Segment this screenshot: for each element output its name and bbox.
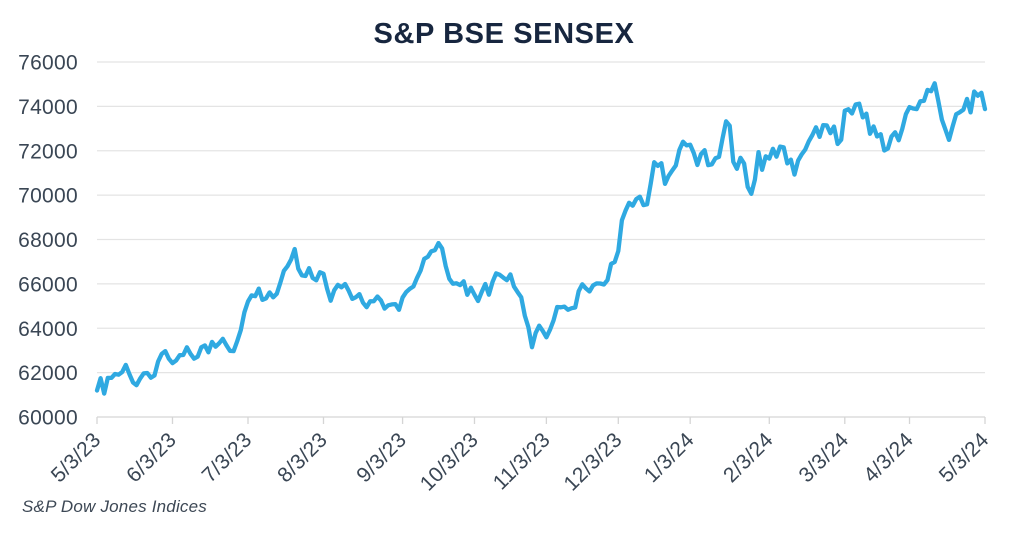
y-axis-label: 76000 — [18, 52, 78, 75]
x-axis-label: 11/3/23 — [489, 428, 555, 494]
x-axis-label: 4/3/24 — [859, 428, 918, 487]
y-axis-label: 70000 — [18, 185, 78, 208]
x-axis-label: 12/3/23 — [560, 428, 627, 495]
x-axis-label: 1/3/24 — [640, 428, 699, 487]
y-axis-label: 66000 — [18, 273, 78, 296]
x-axis-label: 6/3/23 — [122, 428, 181, 487]
y-axis-label: 72000 — [18, 140, 78, 163]
x-axis-label: 5/3/24 — [935, 428, 994, 487]
y-axis-label: 62000 — [18, 362, 78, 385]
x-axis-label: 8/3/23 — [273, 428, 332, 487]
x-axis-label: 10/3/23 — [416, 428, 483, 495]
x-axis-label: 9/3/23 — [352, 428, 411, 487]
x-axis-label: 2/3/24 — [719, 428, 778, 487]
x-axis-label: 5/3/23 — [47, 428, 106, 487]
x-axis-label: 7/3/23 — [198, 428, 257, 487]
y-axis-label: 74000 — [18, 96, 78, 119]
source-attribution: S&P Dow Jones Indices — [22, 497, 207, 516]
chart-title: S&P BSE SENSEX — [373, 18, 635, 50]
series-line — [94, 81, 988, 396]
y-axis-label: 60000 — [18, 407, 78, 430]
y-axis-label: 68000 — [18, 229, 78, 252]
x-axis-label: 3/3/24 — [795, 428, 854, 487]
y-axis-label: 64000 — [18, 318, 78, 341]
